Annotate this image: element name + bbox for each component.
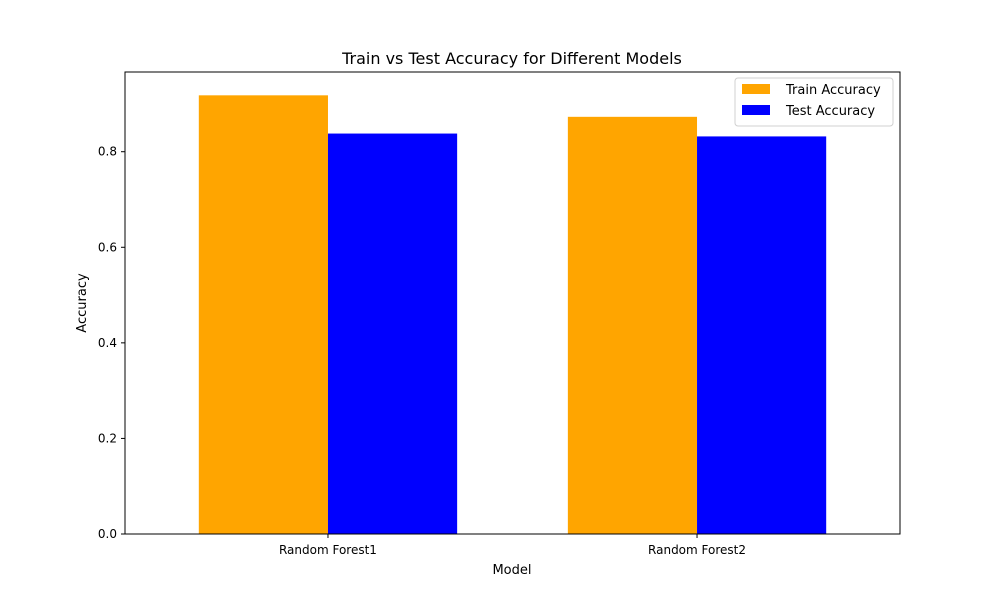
y-axis-label: Accuracy xyxy=(75,273,90,333)
x-axis-label: Model xyxy=(492,563,531,578)
bar-test-1 xyxy=(327,133,458,535)
x-axis: Random Forest1 Random Forest2 xyxy=(279,534,746,557)
legend: Train Accuracy Test Accuracy xyxy=(734,77,894,127)
x-tick-label: Random Forest1 xyxy=(279,543,377,557)
x-tick-label: Random Forest2 xyxy=(648,543,746,557)
bar-train-2 xyxy=(567,116,698,535)
y-tick-label: 0.6 xyxy=(98,240,117,254)
legend-swatch-test xyxy=(742,105,770,115)
y-tick-label: 0.4 xyxy=(98,336,117,350)
y-tick-label: 0.2 xyxy=(98,431,117,445)
legend-label-train: Train Accuracy xyxy=(785,83,881,98)
legend-box xyxy=(734,77,894,127)
bar-group xyxy=(198,95,827,535)
legend-label-test: Test Accuracy xyxy=(785,104,875,119)
legend-swatch-train xyxy=(742,84,770,94)
y-axis: 0.0 0.2 0.4 0.6 0.8 xyxy=(98,145,125,541)
y-tick-label: 0.8 xyxy=(98,145,117,159)
plot-frame xyxy=(124,71,901,535)
bar-test-2 xyxy=(697,136,827,535)
bar-train-1 xyxy=(198,95,328,534)
y-tick-label: 0.0 xyxy=(98,527,117,541)
chart-title: Train vs Test Accuracy for Different Mod… xyxy=(341,49,682,68)
